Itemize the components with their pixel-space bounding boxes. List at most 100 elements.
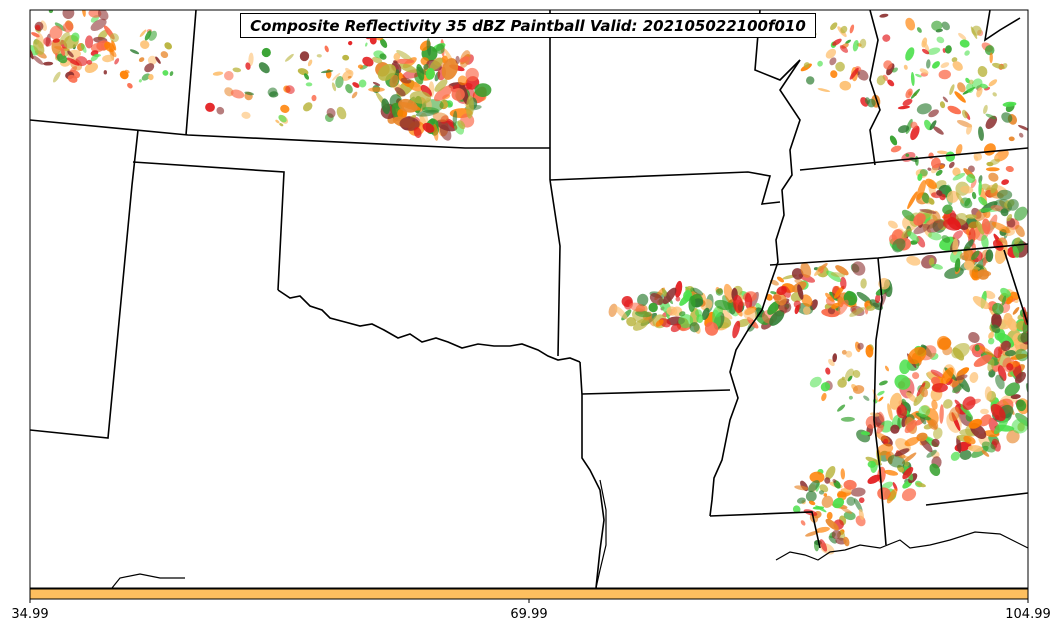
reflectivity-blob [420,84,432,97]
reflectivity-blob [441,58,459,80]
reflectivity-blob [931,438,940,448]
reflectivity-blob [679,292,693,306]
reflectivity-blob [102,54,114,63]
reflectivity-blob [959,403,972,417]
border-ar-la [581,389,731,395]
reflectivity-blob [840,416,855,422]
reflectivity-blob [925,178,937,189]
border-al-fl [925,492,1028,506]
reflectivity-blob [1002,101,1017,107]
reflectivity-blob [902,466,914,480]
reflectivity-blob [988,172,999,182]
reflectivity-blob [832,38,842,46]
reflectivity-blob [935,169,943,176]
reflectivity-blob [942,399,953,409]
reflectivity-blob [992,239,1004,251]
reflectivity-blob [248,52,254,66]
border-mississippi [709,59,801,517]
reflectivity-blob [928,109,939,118]
reflectivity-blob [929,463,941,477]
reflectivity-blob [978,345,995,358]
reflectivity-blob [81,10,86,17]
reflectivity-blob [864,97,871,105]
reflectivity-blob [957,82,966,93]
reflectivity-blob [302,102,313,112]
reflectivity-blob [345,84,353,94]
reflectivity-blob [968,79,974,85]
reflectivity-blob [876,75,886,86]
reflectivity-blob [882,34,891,42]
reflectivity-blob [919,68,929,75]
reflectivity-blob [960,185,974,194]
reflectivity-blob [971,25,982,36]
reflectivity-blob [670,323,682,333]
reflectivity-blob [898,125,910,134]
reflectivity-blob [874,294,881,304]
reflectivity-blob [902,98,913,107]
reflectivity-blob [905,47,915,61]
reflectivity-blob [991,324,1001,334]
reflectivity-blob [961,109,968,119]
reflectivity-blob [936,36,945,44]
reflectivity-blob [399,116,420,131]
reflectivity-blob [141,73,151,81]
reflectivity-blob [937,150,948,155]
reflectivity-blob [393,60,398,64]
reflectivity-blob [913,213,926,226]
reflectivity-blob [851,261,866,276]
reflectivity-blob [351,91,358,99]
reflectivity-blob [1001,179,1010,185]
reflectivity-blob [992,92,997,97]
reflectivity-blob [34,24,41,31]
reflectivity-blob [910,72,915,86]
reflectivity-blob [878,396,884,402]
reflectivity-blob [992,302,1004,315]
reflectivity-blob [971,191,977,200]
border-nm-tx [132,161,285,291]
reflectivity-blob [138,57,145,63]
reflectivity-blob [614,306,628,320]
coastline [111,479,1028,588]
reflectivity-blob [986,161,994,167]
reflectivity-blob [939,101,946,109]
reflectivity-blob [821,392,827,402]
reflectivity-blob [907,346,927,365]
reflectivity-blob [879,380,888,386]
reflectivity-blob [1006,430,1020,444]
reflectivity-blob [818,490,825,495]
reflectivity-blob [849,307,865,317]
reflectivity-blob [307,59,313,67]
reflectivity-blob [825,518,839,531]
reflectivity-blob [978,126,984,141]
reflectivity-blob [1006,363,1014,371]
reflectivity-blob [416,66,429,76]
reflectivity-blob [884,469,899,476]
reflectivity-blob [326,107,336,118]
reflectivity-blob [422,122,435,133]
reflectivity-blob [140,40,150,49]
reflectivity-blob [815,505,827,513]
reflectivity-blob [865,305,876,311]
reflectivity-blob [24,29,31,37]
reflectivity-blob [232,67,242,73]
reflectivity-blob [394,87,406,97]
reflectivity-blob [978,180,982,196]
reflectivity-blob [901,228,913,239]
reflectivity-blob [1015,348,1028,362]
reflectivity-blob [892,67,898,73]
reflectivity-blob [907,191,918,209]
reflectivity-blob [959,449,972,460]
reflectivity-blob [849,24,855,34]
reflectivity-blob [971,445,989,458]
reflectivity-blob [377,64,397,81]
reflectivity-blob [991,221,1011,234]
reflectivity-blob [952,347,965,361]
map-title: Composite Reflectivity 35 dBZ Paintball … [240,13,816,38]
reflectivity-blob [381,98,391,115]
reflectivity-blob [985,113,997,120]
reflectivity-blob [843,511,856,521]
border-ms-al [873,257,887,546]
reflectivity-blob [109,48,117,58]
reflectivity-blob [406,80,423,92]
reflectivity-blob [1011,418,1028,434]
